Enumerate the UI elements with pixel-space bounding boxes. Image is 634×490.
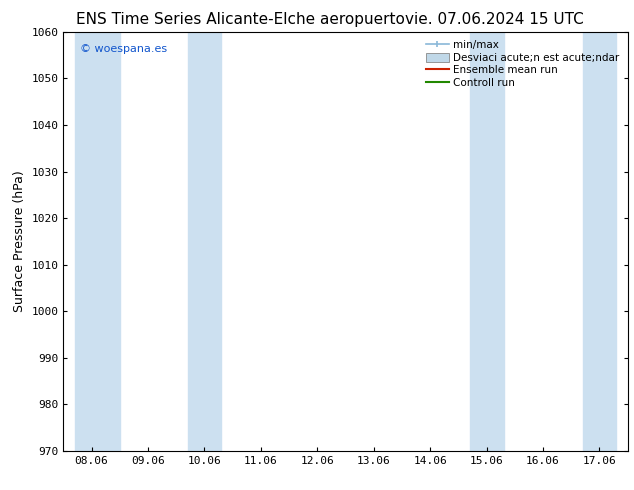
Text: ENS Time Series Alicante-Elche aeropuerto: ENS Time Series Alicante-Elche aeropuert… (77, 12, 405, 27)
Text: vie. 07.06.2024 15 UTC: vie. 07.06.2024 15 UTC (405, 12, 584, 27)
Legend: min/max, Desviaci acute;n est acute;ndar, Ensemble mean run, Controll run: min/max, Desviaci acute;n est acute;ndar… (423, 37, 623, 91)
Bar (583, 32, 616, 451)
Text: © woespana.es: © woespana.es (81, 45, 167, 54)
Bar (75, 32, 120, 451)
Bar (470, 32, 503, 451)
Bar (188, 32, 221, 451)
Y-axis label: Surface Pressure (hPa): Surface Pressure (hPa) (13, 171, 26, 312)
